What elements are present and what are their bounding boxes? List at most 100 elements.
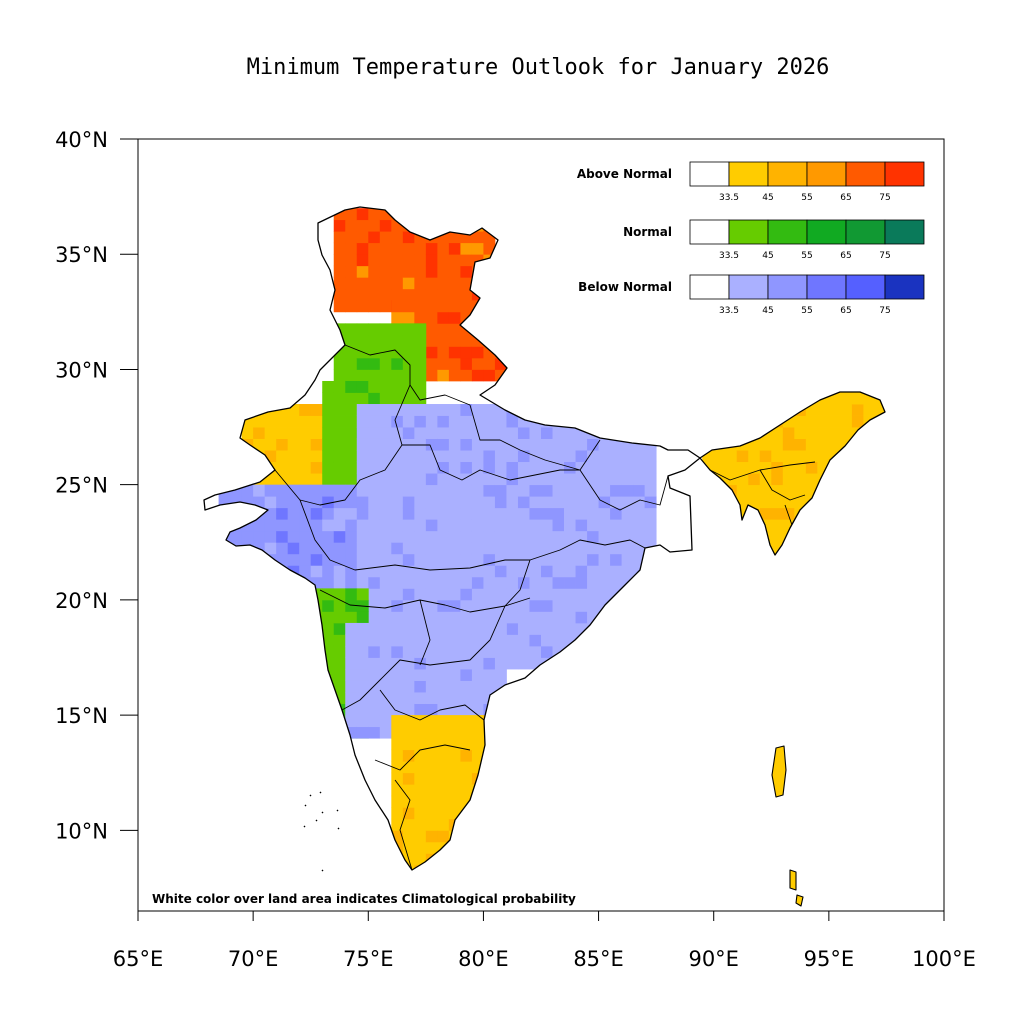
grid-cell bbox=[241, 519, 254, 532]
grid-cell bbox=[448, 219, 461, 232]
grid-cell bbox=[633, 415, 646, 428]
grid-cell bbox=[575, 611, 588, 624]
grid-cell bbox=[333, 415, 346, 428]
grid-cell bbox=[448, 427, 461, 439]
grid-cell bbox=[564, 634, 576, 647]
grid-cell bbox=[494, 807, 507, 820]
grid-cell bbox=[368, 542, 381, 555]
grid-cell bbox=[633, 404, 646, 416]
grid-cell bbox=[276, 542, 289, 555]
india-mainland-outline bbox=[203, 206, 701, 871]
grid-cell bbox=[368, 565, 381, 578]
grid-cell bbox=[437, 599, 450, 612]
grid-cell bbox=[483, 496, 496, 509]
grid-cell bbox=[460, 484, 473, 497]
grid-cell bbox=[633, 542, 646, 555]
grid-cell bbox=[506, 496, 519, 509]
grid-cell bbox=[379, 669, 392, 681]
grid-cell bbox=[552, 599, 565, 612]
grid-cell bbox=[437, 772, 450, 785]
legend-tick-label: 45 bbox=[762, 251, 773, 261]
grid-cell bbox=[356, 565, 369, 578]
grid-cell bbox=[368, 369, 381, 382]
grid-cell bbox=[598, 438, 611, 451]
grid-cell bbox=[437, 611, 450, 624]
grid-cell bbox=[230, 507, 243, 520]
grid-cell bbox=[437, 807, 450, 820]
grid-cell bbox=[391, 450, 404, 463]
grid-cell bbox=[379, 634, 392, 647]
grid-cell bbox=[345, 645, 358, 658]
grid-cell bbox=[552, 507, 565, 520]
grid-cell bbox=[748, 404, 761, 416]
grid-cell bbox=[402, 208, 415, 221]
grid-cell bbox=[771, 772, 784, 785]
grid-cell bbox=[391, 588, 404, 601]
grid-cell bbox=[610, 599, 622, 612]
legend-tick-label: 45 bbox=[762, 306, 773, 316]
grid-cell bbox=[494, 484, 507, 497]
grid-cell bbox=[759, 738, 772, 751]
grid-cell bbox=[356, 231, 369, 244]
grid-cell bbox=[494, 334, 507, 347]
grid-cell bbox=[448, 519, 461, 532]
grid-cell bbox=[610, 634, 622, 647]
y-tick-label: 40°N bbox=[55, 128, 108, 152]
y-tick-label: 30°N bbox=[55, 358, 108, 382]
grid-cell bbox=[771, 761, 784, 774]
grid-cell bbox=[506, 622, 519, 635]
grid-cell bbox=[391, 738, 404, 751]
grid-cell bbox=[425, 772, 438, 785]
grid-cell bbox=[782, 461, 795, 474]
grid-cell bbox=[264, 496, 277, 509]
grid-cell bbox=[333, 519, 346, 532]
grid-cell bbox=[736, 507, 749, 520]
grid-cell bbox=[437, 231, 450, 244]
grid-cell bbox=[471, 496, 484, 509]
grid-cell bbox=[345, 427, 358, 439]
grid-cell bbox=[356, 611, 369, 624]
grid-cell bbox=[713, 450, 726, 463]
grid-cell bbox=[702, 507, 715, 520]
grid-cell bbox=[402, 473, 415, 486]
grid-cell bbox=[575, 427, 588, 439]
grid-cell bbox=[356, 715, 369, 728]
grid-cell bbox=[759, 899, 772, 906]
grid-cell bbox=[506, 461, 519, 474]
grid-cell bbox=[517, 622, 530, 635]
legend-swatch bbox=[767, 161, 808, 187]
grid-cell bbox=[575, 634, 588, 647]
grid-cell bbox=[748, 450, 761, 463]
grid-cell bbox=[241, 473, 254, 486]
grid-cell bbox=[794, 761, 807, 774]
grid-cell bbox=[460, 588, 473, 601]
grid-cell bbox=[460, 715, 473, 728]
grid-cell bbox=[483, 657, 496, 670]
grid-cell bbox=[874, 542, 885, 555]
grid-cell bbox=[356, 404, 369, 416]
grid-cell bbox=[771, 415, 784, 428]
grid-cell bbox=[598, 461, 611, 474]
grid-cell bbox=[483, 242, 496, 255]
grid-cell bbox=[506, 576, 519, 589]
grid-cell bbox=[414, 427, 427, 439]
grid-cell bbox=[333, 208, 346, 221]
grid-cell bbox=[402, 219, 415, 232]
grid-cell bbox=[598, 565, 611, 578]
grid-cell bbox=[402, 784, 415, 797]
x-tick-label: 85°E bbox=[573, 947, 624, 971]
grid-cell bbox=[345, 219, 358, 232]
grid-cell bbox=[287, 415, 300, 428]
grid-cell bbox=[218, 576, 231, 589]
y-tick-label: 15°N bbox=[55, 704, 108, 728]
grid-cell bbox=[725, 461, 738, 474]
grid-cell bbox=[253, 565, 266, 578]
grid-cell bbox=[817, 530, 830, 543]
grid-cell bbox=[494, 669, 507, 681]
grid-cell bbox=[356, 461, 369, 474]
grid-cell bbox=[425, 692, 438, 704]
grid-cell bbox=[471, 830, 484, 843]
grid-cell bbox=[345, 657, 358, 670]
grid-cell bbox=[356, 357, 369, 370]
grid-cell bbox=[587, 576, 599, 589]
